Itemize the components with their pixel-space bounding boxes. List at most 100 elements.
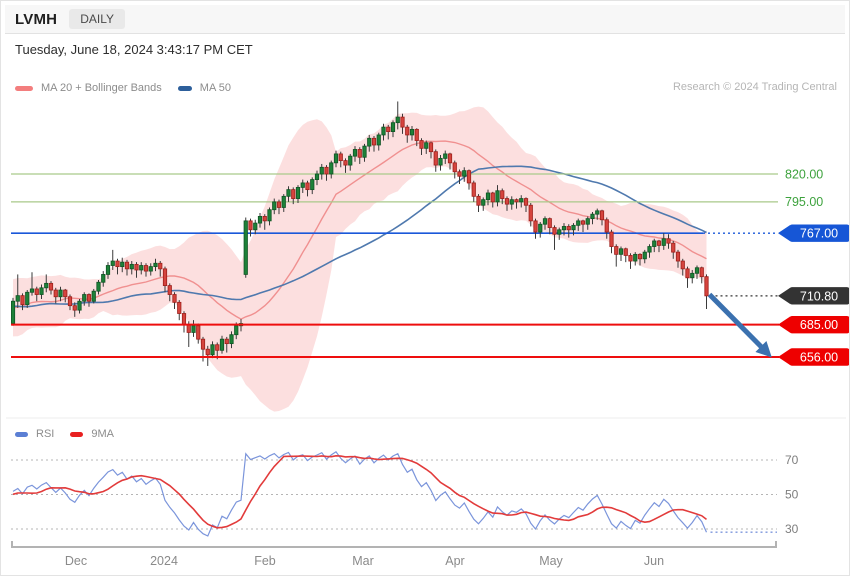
candle-down [414, 128, 419, 141]
candle-down [386, 126, 391, 132]
candle-up [652, 240, 657, 247]
rsi-plot [12, 450, 708, 537]
candle-down [172, 294, 177, 303]
candle-up [243, 220, 248, 275]
candle-up [647, 246, 652, 253]
main-legend-item: MA 20 + Bollinger Bands [15, 82, 162, 94]
candle-up [91, 290, 96, 302]
candle-up [39, 287, 44, 295]
candle-down [528, 204, 533, 222]
candle-up [29, 288, 35, 293]
candle-up [105, 265, 111, 275]
candle-down [666, 238, 671, 244]
candle-down [63, 289, 68, 298]
candle-down [656, 240, 662, 246]
candle-down [675, 251, 681, 262]
candle-up [148, 266, 153, 272]
month-label-2024: 2024 [150, 554, 178, 568]
candle-down [262, 216, 267, 222]
candle-up [376, 134, 381, 146]
candle-down [162, 268, 168, 286]
candle-down [200, 338, 206, 350]
candle-up [352, 149, 358, 157]
symbol-title: LVMH [15, 10, 58, 28]
candlestick-series [11, 101, 709, 366]
candle-up [11, 300, 16, 324]
candle-up [694, 267, 700, 274]
candle-down [599, 210, 605, 221]
candle-up [219, 338, 225, 351]
candle-up [395, 116, 400, 124]
candle-up [129, 263, 134, 270]
main-legend-item: MA 50 [177, 82, 231, 94]
candle-up [443, 153, 448, 159]
main-legend-swatch-icon [177, 85, 192, 91]
month-label-Mar: Mar [352, 554, 374, 568]
candle-up [538, 223, 543, 233]
candle-up [329, 162, 334, 175]
candle-down [704, 276, 709, 297]
timeframe-tab-daily[interactable]: DAILY [69, 9, 125, 29]
candle-down [685, 268, 690, 279]
candle-up [409, 128, 415, 136]
candle-down [248, 220, 253, 231]
candle-down [167, 285, 172, 295]
candle-down [523, 198, 529, 206]
candle-down [324, 166, 329, 175]
copyright-text: Research © 2024 Trading Central [672, 81, 837, 93]
candle-up [381, 126, 386, 136]
candle-up [367, 137, 372, 147]
candle-up [314, 173, 320, 180]
rsi-legend-swatch-icon [70, 431, 84, 437]
candle-down [134, 263, 139, 271]
candle-up [319, 166, 324, 175]
rsi-axis-label-30: 30 [785, 522, 799, 536]
candle-down [623, 248, 628, 256]
candle-down [433, 151, 438, 166]
candle-up [438, 157, 443, 166]
candle-down [115, 260, 120, 268]
price-tag-656.00: 656.00 [778, 348, 849, 366]
candle-up [110, 260, 115, 266]
candle-down [637, 253, 643, 260]
candle-up [519, 198, 524, 203]
candle-down [419, 140, 424, 149]
candle-down [205, 348, 210, 356]
rsi-axis-label-70: 70 [785, 453, 799, 467]
candle-up [557, 229, 562, 235]
candle-down [452, 162, 457, 173]
candle-up [362, 145, 367, 158]
candle-down [471, 182, 476, 197]
candle-down [72, 305, 77, 311]
candle-down [580, 220, 586, 225]
month-label-May: May [539, 554, 563, 568]
rsi-9ma-line [12, 454, 707, 529]
candle-down [500, 190, 505, 199]
svg-text:710.80: 710.80 [800, 289, 838, 303]
candle-down [614, 246, 619, 255]
candle-down [177, 301, 182, 314]
candle-up [310, 179, 315, 191]
candle-down [428, 142, 434, 153]
candle-down [680, 260, 685, 270]
bollinger-band-area [13, 106, 707, 412]
candle-down [181, 313, 187, 326]
candle-up [481, 199, 486, 206]
ma50-line [12, 165, 707, 308]
candle-down [357, 149, 362, 158]
rsi-legend-swatch-icon [15, 431, 28, 437]
month-label-Feb: Feb [254, 554, 276, 568]
candle-up [590, 213, 595, 220]
chart-datetime: Tuesday, June 18, 2024 3:43:17 PM CET [15, 42, 253, 57]
candle-down [124, 261, 130, 270]
candle-down [628, 255, 633, 262]
candle-up [58, 289, 63, 298]
candle-up [96, 281, 101, 292]
candle-up [295, 186, 301, 199]
candle-down [447, 153, 453, 164]
candle-down [67, 296, 73, 307]
candle-down [604, 219, 609, 233]
candle-up [229, 334, 234, 345]
